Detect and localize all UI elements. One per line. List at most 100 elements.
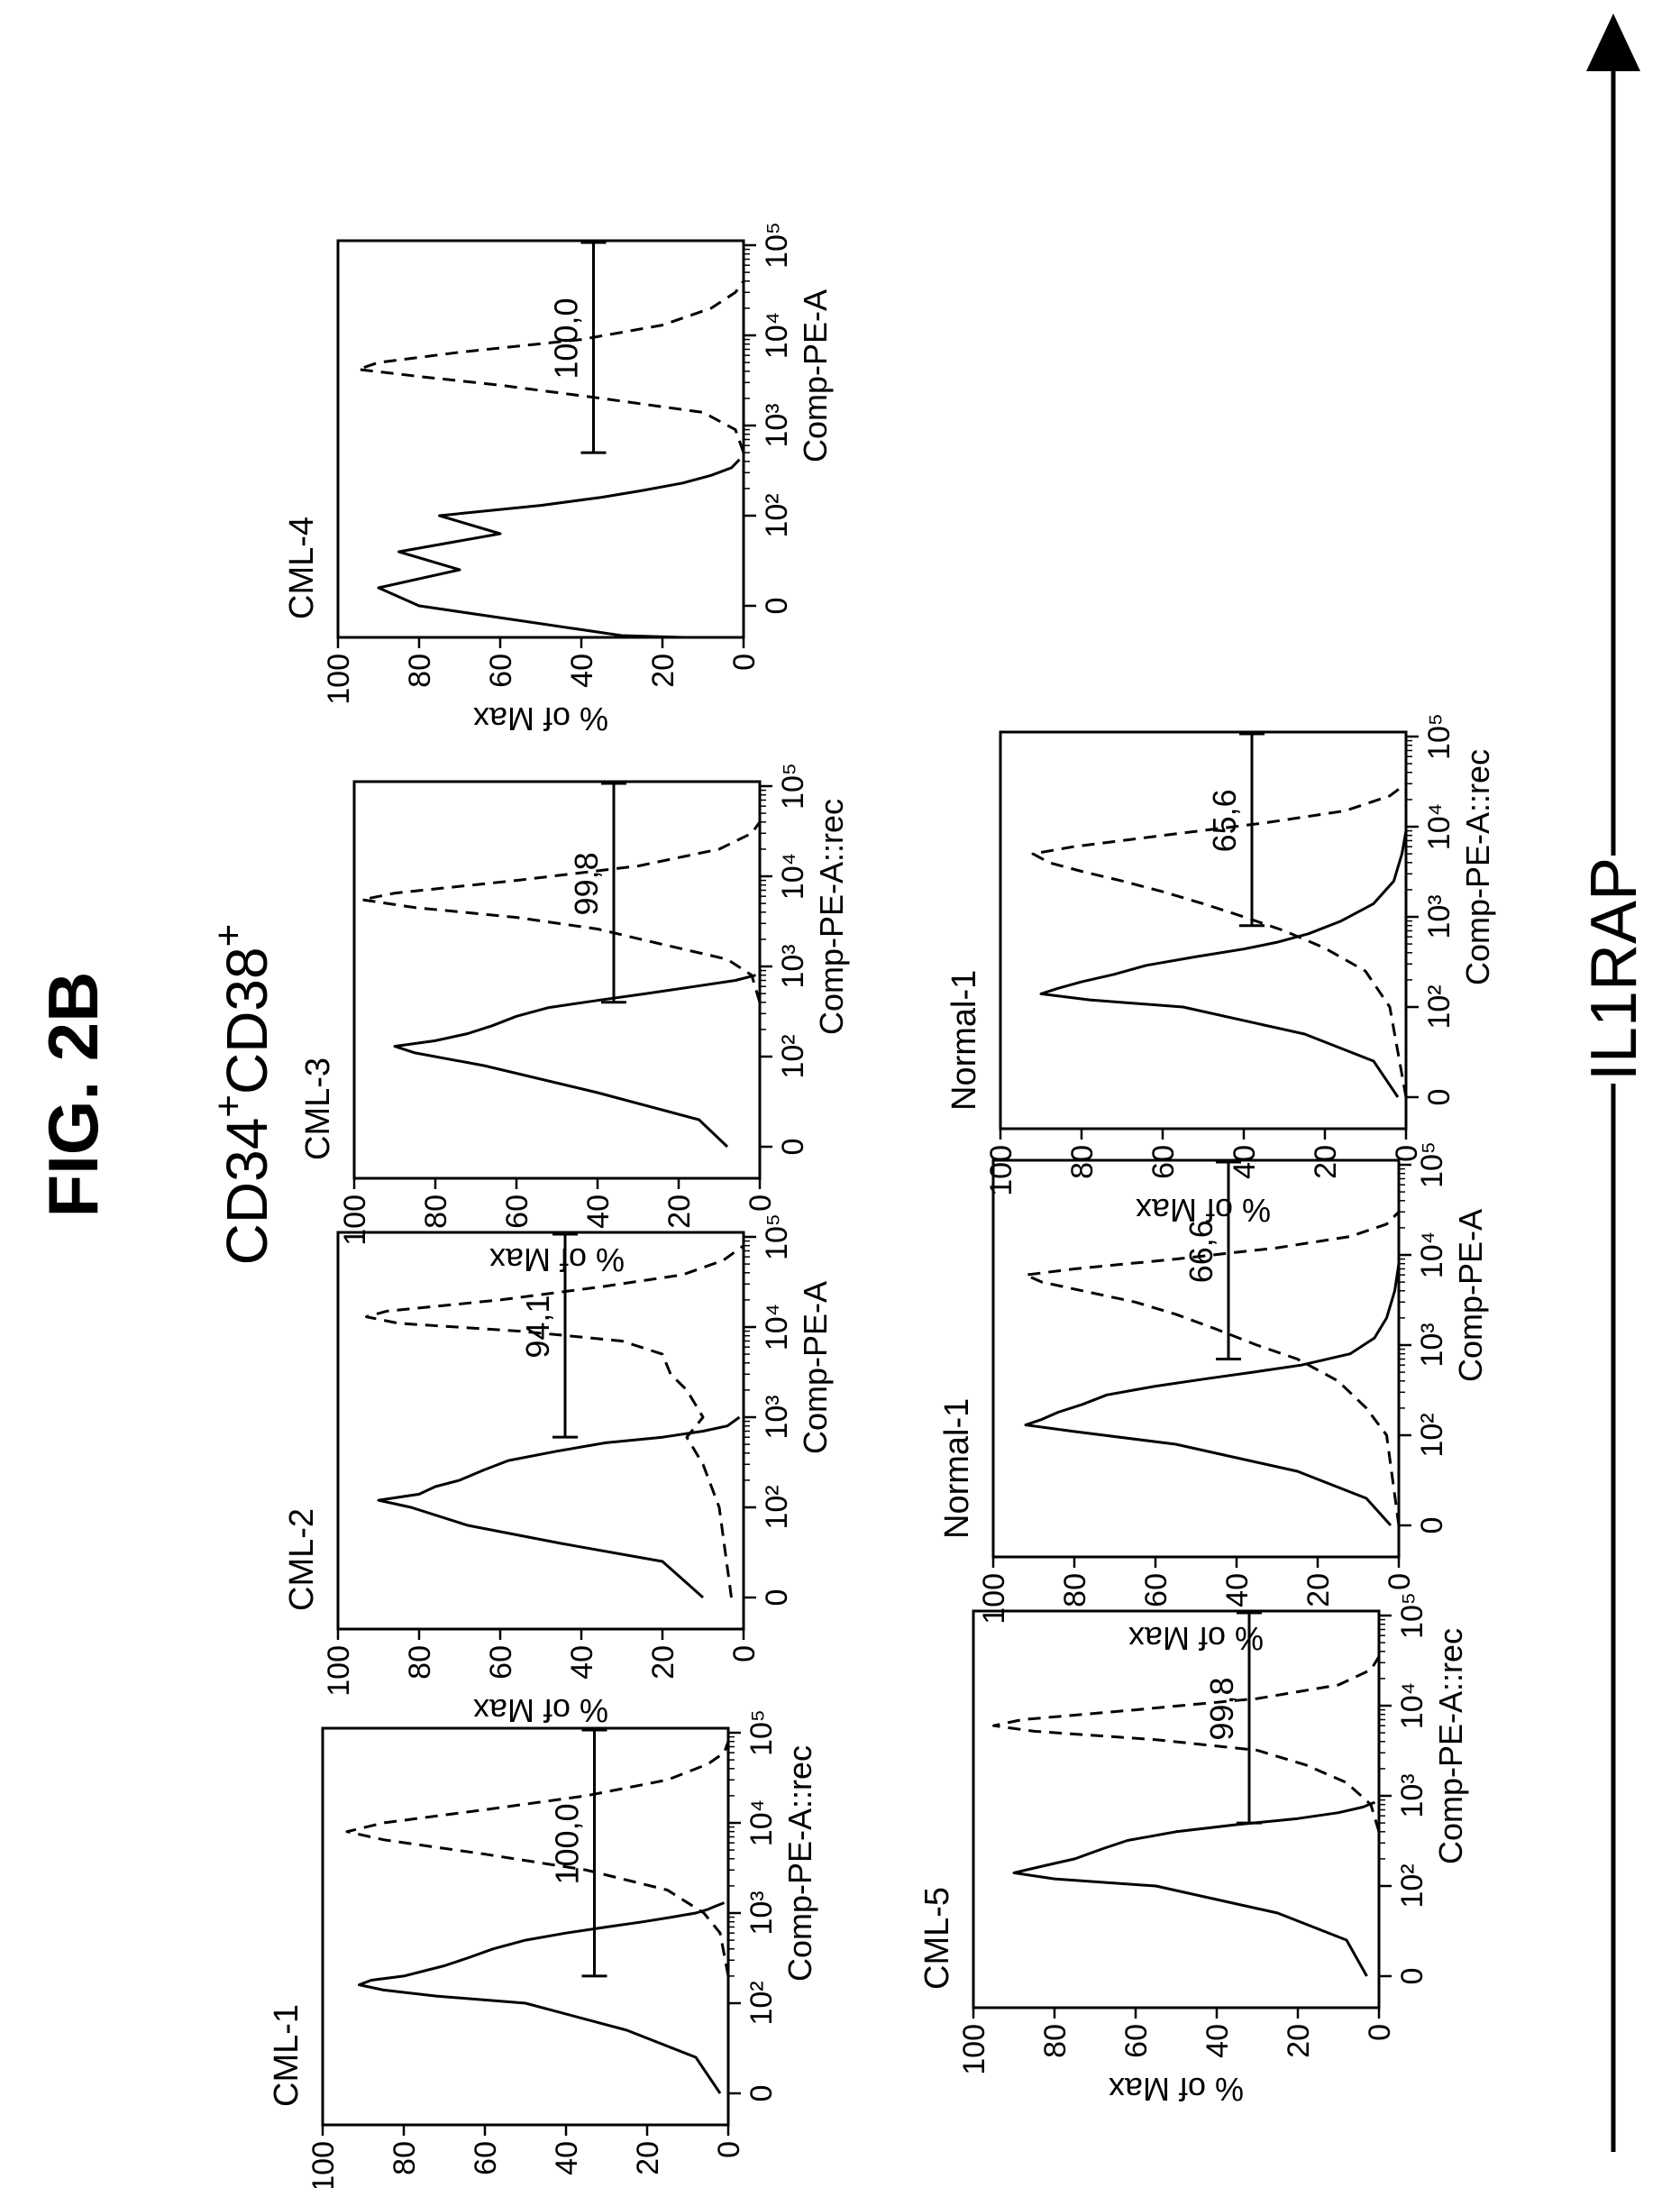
y-axis-label: % of Max xyxy=(1128,1620,1264,1657)
x-tick-label: 10³ xyxy=(1395,1773,1429,1817)
y-tick-label: 80 xyxy=(1065,1145,1100,1179)
control-series xyxy=(377,458,741,639)
y-tick-label: 100 xyxy=(984,1145,1018,1196)
histogram-panel: Normal-1 0 20 40 60 80 100 % of Max 0 10² 10³ 10⁴ 10… xyxy=(945,713,1496,1229)
y-tick-label: 0 xyxy=(727,1645,762,1662)
x-tick-label: 10⁴ xyxy=(776,853,810,900)
x-axis-label: Comp-PE-A::rec xyxy=(781,1745,818,1982)
x-axis-label: Comp-PE-A xyxy=(797,1281,834,1454)
y-tick-label: 40 xyxy=(1220,1573,1255,1607)
x-axis-label: Comp-PE-A::rec xyxy=(1459,749,1496,985)
x-tick-label: 10² xyxy=(760,1485,794,1529)
y-tick-label: 80 xyxy=(1058,1573,1092,1607)
plot-frame xyxy=(321,1726,730,2127)
x-tick-label: 10³ xyxy=(1422,894,1456,938)
y-tick-label: 60 xyxy=(469,2141,503,2175)
il1rap-stain-series xyxy=(1024,1211,1401,1526)
y-tick-label: 80 xyxy=(419,1195,453,1229)
x-tick-label: 10⁵ xyxy=(776,763,810,810)
x-axis-label: Comp-PE-A xyxy=(797,289,834,462)
x-tick-label: 10³ xyxy=(744,1890,779,1935)
x-tick-label: 10⁴ xyxy=(1422,803,1456,850)
y-tick-label: 20 xyxy=(1309,1145,1343,1179)
y-tick-label: 80 xyxy=(403,654,437,688)
y-tick-label: 100 xyxy=(957,2024,991,2075)
y-tick-label: 40 xyxy=(565,654,599,688)
y-tick-label: 40 xyxy=(550,2141,584,2175)
y-axis-label: % of Max xyxy=(473,700,608,737)
il1rap-stain-series xyxy=(992,1655,1381,1833)
x-tick-label: 10² xyxy=(1422,984,1456,1029)
il1rap-stain-series xyxy=(365,1244,744,1598)
panel-title: CML-5 xyxy=(918,1887,956,1990)
histogram-panel: CML-4 0 20 40 60 80 100 % of Max 0 10² 10³ 10⁴ 10⁵Co… xyxy=(283,222,834,737)
panel-title: Normal-1 xyxy=(938,1398,976,1539)
y-tick-label: 40 xyxy=(581,1195,616,1229)
panel-title: CML-1 xyxy=(268,2004,306,2107)
y-axis-label: % of Max xyxy=(473,1692,608,1729)
y-tick-label: 60 xyxy=(1139,1573,1173,1607)
x-tick-label: 10⁵ xyxy=(1415,1141,1449,1188)
x-tick-label: 0 xyxy=(1415,1517,1449,1534)
il1rap-arrow-head xyxy=(1586,14,1640,71)
x-tick-label: 10⁴ xyxy=(1415,1231,1449,1278)
y-tick-label: 100 xyxy=(322,1645,356,1697)
x-tick-label: 10⁵ xyxy=(1395,1592,1429,1639)
x-tick-label: 10³ xyxy=(776,944,810,988)
y-tick-label: 100 xyxy=(338,1195,372,1246)
x-tick-label: 10⁴ xyxy=(1395,1682,1429,1729)
control-series xyxy=(377,1415,741,1599)
y-tick-label: 80 xyxy=(1038,2024,1073,2058)
y-tick-label: 100 xyxy=(306,2141,341,2188)
x-axis-label: Comp-PE-A xyxy=(1452,1209,1489,1382)
y-tick-label: 20 xyxy=(662,1195,697,1229)
y-tick-label: 100 xyxy=(977,1573,1011,1625)
x-tick-label: 10² xyxy=(760,493,794,537)
il1rap-stain-series xyxy=(1031,783,1408,1098)
gate-percentage: 100,0 xyxy=(549,1803,586,1884)
y-tick-label: 0 xyxy=(727,654,762,671)
plot-frame xyxy=(999,730,1408,1131)
x-tick-label: 0 xyxy=(760,1589,794,1607)
histogram-panel: CML-2 0 20 40 60 80 100 % of Max 0 10² 10³ 10⁴ 10⁵Co… xyxy=(283,1213,834,1729)
y-tick-label: 20 xyxy=(1301,1573,1336,1607)
x-tick-label: 10⁵ xyxy=(760,222,794,269)
il1rap-stain-series xyxy=(357,279,745,453)
population-base2: CD38 xyxy=(215,947,279,1094)
y-tick-label: 0 xyxy=(1363,2024,1397,2041)
y-tick-label: 0 xyxy=(1390,1145,1424,1162)
il1rap-label: IL1RAP xyxy=(1578,857,1650,1081)
x-tick-label: 10⁴ xyxy=(760,312,794,359)
control-series xyxy=(1024,1263,1401,1527)
y-tick-label: 60 xyxy=(500,1195,534,1229)
y-tick-label: 60 xyxy=(1146,1145,1181,1179)
x-axis-label: Comp-PE-A::rec xyxy=(1432,1628,1469,1864)
x-tick-label: 10⁵ xyxy=(1422,713,1456,760)
y-tick-label: 0 xyxy=(712,2141,746,2158)
control-series xyxy=(1012,1800,1376,1977)
y-tick-label: 80 xyxy=(403,1645,437,1680)
panel-title: Normal-1 xyxy=(945,970,983,1111)
y-tick-label: 60 xyxy=(484,1645,518,1680)
y-tick-label: 40 xyxy=(565,1645,599,1680)
y-axis-label: % of Max xyxy=(1136,1192,1271,1229)
y-tick-label: 20 xyxy=(631,2141,665,2175)
population-sup2: + xyxy=(206,924,251,948)
x-tick-label: 10² xyxy=(1415,1413,1449,1457)
panel-title: CML-2 xyxy=(283,1508,321,1611)
x-tick-label: 10² xyxy=(1395,1863,1429,1908)
gate-percentage: 100,0 xyxy=(548,298,585,380)
gate-percentage: 99,8 xyxy=(568,852,605,915)
x-tick-label: 0 xyxy=(744,2085,779,2102)
y-tick-label: 40 xyxy=(1201,2024,1235,2058)
x-tick-label: 0 xyxy=(1422,1089,1456,1106)
il1rap-stain-series xyxy=(345,1741,730,1977)
x-tick-label: 10² xyxy=(744,1981,779,2025)
y-tick-label: 20 xyxy=(646,1645,680,1680)
il1rap-stain-series xyxy=(361,820,762,1003)
gate-percentage: 65,6 xyxy=(1206,789,1243,852)
x-tick-label: 10⁴ xyxy=(760,1304,794,1350)
